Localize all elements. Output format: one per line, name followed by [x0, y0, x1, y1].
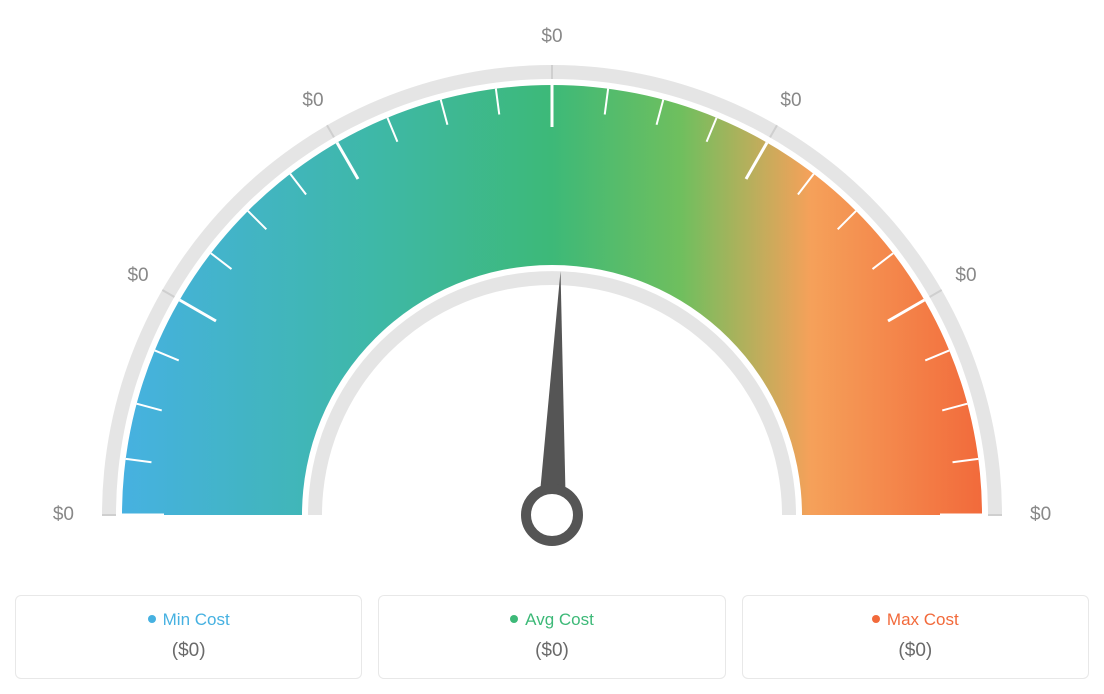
legend-card-avg: Avg Cost ($0): [378, 595, 725, 679]
legend-title-avg: Avg Cost: [389, 610, 714, 630]
gauge-svg-container: $0 $0 $0 $0 $0 $0 $0: [15, 15, 1089, 575]
legend-card-max: Max Cost ($0): [742, 595, 1089, 679]
legend-label-min: Min Cost: [163, 610, 230, 629]
legend-value-avg: ($0): [389, 640, 714, 662]
legend-title-max: Max Cost: [753, 610, 1078, 630]
gauge-svg: $0 $0 $0 $0 $0 $0 $0: [32, 15, 1072, 575]
legend-label-max: Max Cost: [887, 610, 959, 629]
cost-gauge-chart: $0 $0 $0 $0 $0 $0 $0 Min Cost ($0) Avg Cost ($…: [15, 15, 1089, 679]
legend-value-max: ($0): [753, 640, 1078, 662]
svg-text:$0: $0: [127, 265, 148, 286]
svg-text:$0: $0: [53, 504, 74, 525]
legend-label-avg: Avg Cost: [525, 610, 594, 629]
svg-text:$0: $0: [302, 90, 323, 111]
legend-dot-min: [148, 615, 156, 623]
legend-row: Min Cost ($0) Avg Cost ($0) Max Cost ($0…: [15, 595, 1089, 679]
legend-dot-avg: [510, 615, 518, 623]
legend-dot-max: [872, 615, 880, 623]
svg-text:$0: $0: [780, 90, 801, 111]
legend-value-min: ($0): [26, 640, 351, 662]
legend-card-min: Min Cost ($0): [15, 595, 362, 679]
svg-text:$0: $0: [955, 265, 976, 286]
svg-text:$0: $0: [1030, 504, 1051, 525]
svg-text:$0: $0: [541, 26, 562, 47]
legend-title-min: Min Cost: [26, 610, 351, 630]
